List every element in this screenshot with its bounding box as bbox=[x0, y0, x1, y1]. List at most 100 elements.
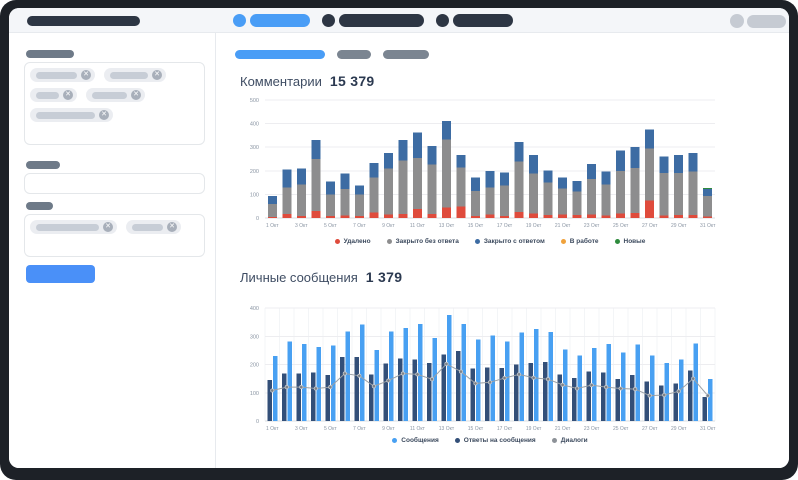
svg-text:7 Окт: 7 Окт bbox=[353, 426, 366, 432]
messages-chart: 0 100 200 300 400 1 Окт 3 Окт 5 Окт 7 Окт 9 Окт 11… bbox=[250, 306, 716, 432]
account-menu[interactable] bbox=[730, 14, 786, 28]
filter-section-2-label bbox=[26, 161, 60, 169]
svg-text:27 Окт: 27 Окт bbox=[642, 223, 658, 229]
legend-dot-icon bbox=[551, 438, 557, 443]
filter-section-3-label bbox=[26, 202, 53, 210]
svg-text:1 Окт: 1 Окт bbox=[266, 223, 279, 229]
svg-text:400: 400 bbox=[250, 122, 259, 128]
svg-text:29 Окт: 29 Окт bbox=[671, 223, 687, 229]
remove-chip-icon[interactable]: ✕ bbox=[167, 222, 177, 232]
legend-label: Закрыто без ответа bbox=[395, 238, 459, 245]
nav-item-1-icon[interactable] bbox=[233, 14, 246, 27]
svg-text:15 Окт: 15 Окт bbox=[468, 426, 484, 432]
app-window: ✕ ✕ ✕ ✕ ✕ ✕ ✕ Комментарии 15 37 bbox=[9, 8, 789, 468]
filter-chip[interactable]: ✕ bbox=[86, 88, 145, 102]
svg-text:200: 200 bbox=[250, 363, 259, 369]
filter-chip[interactable]: ✕ bbox=[104, 68, 166, 82]
svg-text:23 Окт: 23 Окт bbox=[584, 223, 600, 229]
filter-chip[interactable]: ✕ bbox=[30, 88, 77, 102]
legend-item: Сообщения bbox=[392, 437, 439, 444]
legend-dot-icon bbox=[386, 239, 392, 244]
svg-text:200: 200 bbox=[250, 169, 259, 175]
filter-chip[interactable]: ✕ bbox=[126, 220, 181, 234]
legend-label: Закрыто с ответом bbox=[483, 238, 545, 245]
account-label-placeholder[interactable] bbox=[747, 14, 786, 28]
filter-chip[interactable]: ✕ bbox=[30, 220, 117, 234]
comments-total: 15 379 bbox=[329, 73, 375, 89]
filter-input[interactable] bbox=[24, 173, 205, 194]
chip-label-placeholder bbox=[92, 91, 127, 99]
svg-text:17 Окт: 17 Окт bbox=[497, 426, 513, 432]
svg-text:21 Окт: 21 Окт bbox=[555, 223, 571, 229]
svg-text:31 Окт: 31 Окт bbox=[700, 426, 716, 432]
svg-text:500: 500 bbox=[250, 98, 259, 104]
legend-dot-icon bbox=[560, 239, 566, 244]
logo-placeholder bbox=[27, 16, 140, 26]
legend-item: Диалоги bbox=[551, 437, 588, 444]
svg-text:9 Окт: 9 Окт bbox=[382, 426, 395, 432]
topbar-nav bbox=[233, 14, 513, 27]
topbar bbox=[9, 8, 789, 33]
filter-chip[interactable]: ✕ bbox=[30, 68, 95, 82]
legend-label: Сообщения bbox=[401, 437, 439, 444]
svg-text:5 Окт: 5 Окт bbox=[324, 426, 337, 432]
svg-text:27 Окт: 27 Окт bbox=[642, 426, 658, 432]
main-content: Комментарии 15 379 0 100 200 300 400 500 1 Окт 3… bbox=[216, 33, 789, 468]
svg-text:11 Окт: 11 Окт bbox=[410, 426, 426, 432]
legend-label: Новые bbox=[623, 238, 646, 245]
remove-chip-icon[interactable]: ✕ bbox=[63, 90, 73, 100]
svg-text:9 Окт: 9 Окт bbox=[382, 223, 395, 229]
chip-label-placeholder bbox=[132, 223, 163, 231]
svg-text:13 Окт: 13 Окт bbox=[439, 223, 455, 229]
tab-3[interactable] bbox=[383, 50, 429, 59]
legend-label: Удалено bbox=[343, 238, 371, 245]
remove-chip-icon[interactable]: ✕ bbox=[81, 70, 91, 80]
svg-text:25 Окт: 25 Окт bbox=[613, 426, 629, 432]
avatar[interactable] bbox=[730, 14, 744, 28]
legend-dot-icon bbox=[614, 239, 620, 244]
svg-text:300: 300 bbox=[250, 145, 259, 151]
svg-text:100: 100 bbox=[250, 192, 259, 198]
tab-active[interactable] bbox=[235, 50, 325, 59]
chip-label-placeholder bbox=[36, 223, 99, 231]
chip-label-placeholder bbox=[36, 111, 95, 119]
svg-text:19 Окт: 19 Окт bbox=[526, 426, 542, 432]
nav-item-2-icon[interactable] bbox=[322, 14, 335, 27]
filter-chip[interactable]: ✕ bbox=[30, 108, 113, 122]
remove-chip-icon[interactable]: ✕ bbox=[103, 222, 113, 232]
remove-chip-icon[interactable]: ✕ bbox=[99, 110, 109, 120]
svg-text:19 Окт: 19 Окт bbox=[526, 223, 542, 229]
nav-item-1-active[interactable] bbox=[250, 14, 310, 27]
legend-item: Закрыто без ответа bbox=[386, 238, 459, 245]
svg-text:15 Окт: 15 Окт bbox=[468, 223, 484, 229]
svg-text:300: 300 bbox=[250, 334, 259, 340]
messages-chart-legend: Сообщения Ответы на сообщения Диалоги bbox=[265, 437, 715, 444]
svg-text:23 Окт: 23 Окт bbox=[584, 426, 600, 432]
legend-label: Ответы на сообщения bbox=[463, 437, 536, 444]
legend-label: Диалоги bbox=[560, 437, 588, 444]
filter-box-3[interactable]: ✕ ✕ bbox=[24, 214, 205, 257]
svg-text:0: 0 bbox=[256, 419, 259, 425]
nav-item-3[interactable] bbox=[453, 14, 513, 27]
legend-item: Удалено bbox=[334, 238, 371, 245]
svg-text:17 Окт: 17 Окт bbox=[497, 223, 513, 229]
chip-label-placeholder bbox=[36, 91, 59, 99]
legend-item: Ответы на сообщения bbox=[454, 437, 536, 444]
comments-chart-legend: Удалено Закрыто без ответа Закрыто с ответ… bbox=[265, 238, 715, 245]
svg-text:3 Окт: 3 Окт bbox=[295, 426, 308, 432]
filter-box-1[interactable]: ✕ ✕ ✕ ✕ ✕ bbox=[24, 62, 205, 145]
apply-filters-button[interactable] bbox=[26, 265, 95, 283]
messages-chart-title: Личные сообщения 1 379 bbox=[240, 269, 403, 285]
legend-item: Закрыто с ответом bbox=[474, 238, 545, 245]
remove-chip-icon[interactable]: ✕ bbox=[152, 70, 162, 80]
nav-item-2[interactable] bbox=[339, 14, 424, 27]
tab-2[interactable] bbox=[337, 50, 371, 59]
nav-item-3-icon[interactable] bbox=[436, 14, 449, 27]
svg-text:5 Окт: 5 Окт bbox=[324, 223, 337, 229]
legend-label: В работе bbox=[569, 238, 599, 245]
remove-chip-icon[interactable]: ✕ bbox=[131, 90, 141, 100]
svg-text:13 Окт: 13 Окт bbox=[439, 426, 455, 432]
svg-text:100: 100 bbox=[250, 391, 259, 397]
legend-dot-icon bbox=[392, 438, 398, 443]
